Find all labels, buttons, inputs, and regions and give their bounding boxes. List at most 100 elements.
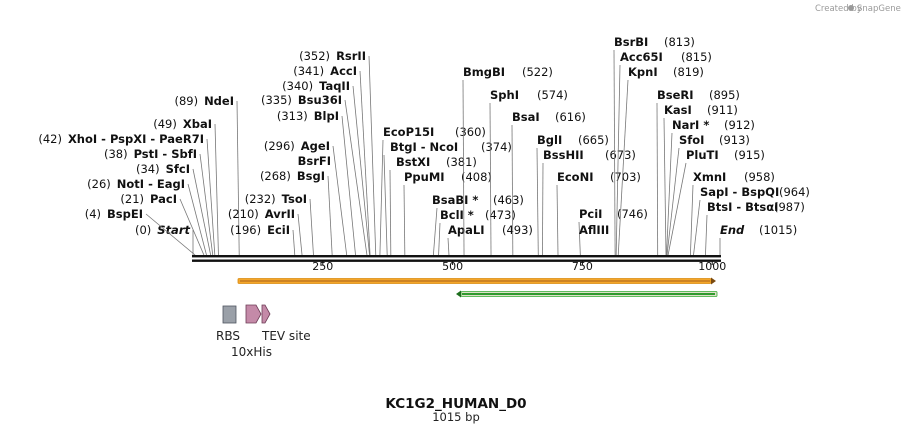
site-label[interactable]: (915): [734, 148, 765, 162]
site-label[interactable]: SapI - BspQI: [700, 185, 779, 199]
site-label[interactable]: (815): [681, 50, 712, 64]
site-label[interactable]: BstXI: [396, 155, 430, 169]
site-label[interactable]: (522): [522, 65, 553, 79]
site-label[interactable]: (1015): [759, 223, 797, 237]
site-label[interactable]: BsaBI *: [432, 193, 478, 207]
site-label[interactable]: (813): [664, 35, 695, 49]
tev-site-arrow[interactable]: [261, 304, 271, 324]
site-label[interactable]: BtgI - NcoI: [390, 140, 458, 154]
site-label[interactable]: (341) AccI: [293, 64, 357, 78]
site-label[interactable]: EcoP15I: [383, 125, 434, 139]
site-label[interactable]: (34) SfcI: [136, 162, 190, 176]
site-enzyme: Start: [157, 223, 190, 237]
rbs-label: RBS: [216, 329, 240, 343]
site-leader-line: [666, 132, 673, 256]
site-label[interactable]: (673): [605, 148, 636, 162]
site-label[interactable]: (911): [707, 103, 738, 117]
site-label[interactable]: (4) BspEI: [85, 207, 143, 221]
site-label[interactable]: (374): [481, 140, 512, 154]
site-position: (313): [277, 109, 308, 123]
site-label[interactable]: EcoNI: [557, 170, 593, 184]
credit-prefix: Created by: [815, 4, 862, 14]
site-label[interactable]: BglI: [537, 133, 562, 147]
site-label[interactable]: (340) TaqII: [282, 79, 350, 93]
site-enzyme: NotI - EagI: [117, 177, 185, 191]
site-label[interactable]: BseRI: [657, 88, 694, 102]
site-position: (26): [87, 177, 111, 191]
site-label[interactable]: AflIII: [579, 223, 609, 237]
green-feature[interactable]: [456, 290, 718, 298]
site-position: (813): [664, 35, 695, 49]
site-label[interactable]: SfoI: [679, 133, 704, 147]
site-label[interactable]: (42) XhoI - PspXI - PaeR7I: [38, 132, 204, 146]
site-label[interactable]: (352) RsrII: [299, 49, 366, 63]
site-enzyme: PpuMI: [404, 170, 445, 184]
site-enzyme: BsrFI: [298, 154, 331, 168]
site-label[interactable]: (196) EciI: [230, 223, 290, 237]
his-tag-arrow[interactable]: [245, 304, 262, 324]
site-label[interactable]: (313) BlpI: [277, 109, 339, 123]
site-label[interactable]: (574): [537, 88, 568, 102]
site-label[interactable]: (210) AvrII: [228, 207, 295, 221]
site-label[interactable]: (21) PacI: [120, 192, 177, 206]
site-position: (408): [461, 170, 492, 184]
site-label[interactable]: End: [720, 223, 745, 237]
site-label[interactable]: SphI: [490, 88, 519, 102]
axis-tick-label: 1000: [698, 260, 726, 273]
site-enzyme: AgeI: [301, 139, 330, 153]
orange-feature[interactable]: [237, 277, 716, 285]
site-enzyme: BstXI: [396, 155, 430, 169]
site-label[interactable]: (89) NdeI: [174, 94, 234, 108]
site-label[interactable]: Acc65I: [620, 50, 663, 64]
site-label[interactable]: (665): [578, 133, 609, 147]
site-label[interactable]: (616): [555, 110, 586, 124]
site-label[interactable]: (912): [724, 118, 755, 132]
site-label[interactable]: KpnI: [628, 65, 658, 79]
site-label[interactable]: (232) TsoI: [245, 192, 307, 206]
site-label[interactable]: PluTI: [686, 148, 719, 162]
site-label[interactable]: (895): [709, 88, 740, 102]
axis-tick-label: 500: [442, 260, 463, 273]
site-label[interactable]: (360): [455, 125, 486, 139]
site-label[interactable]: (473): [485, 208, 516, 222]
site-label[interactable]: PpuMI: [404, 170, 445, 184]
site-enzyme: BtgI - NcoI: [390, 140, 458, 154]
site-label[interactable]: (746): [617, 207, 648, 221]
site-label[interactable]: BsrFI: [298, 154, 331, 168]
svg-text:Created by: Created by: [815, 4, 862, 14]
site-label[interactable]: (38) PstI - SbfI: [104, 147, 197, 161]
site-label[interactable]: (381): [446, 155, 477, 169]
site-label[interactable]: (49) XbaI: [153, 117, 212, 131]
site-leader-line: [536, 147, 539, 256]
site-label[interactable]: BsrBI: [614, 35, 648, 49]
site-label[interactable]: BtsI - BtsαI: [707, 200, 778, 214]
site-leader-line: [383, 154, 388, 256]
site-label[interactable]: (296) AgeI: [264, 139, 330, 153]
orange-feature-arrowhead[interactable]: [711, 277, 716, 285]
rbs-box[interactable]: [222, 305, 237, 324]
site-label[interactable]: KasI: [664, 103, 692, 117]
site-label[interactable]: BmgBI: [463, 65, 505, 79]
site-label[interactable]: (335) Bsu36I: [261, 93, 342, 107]
site-label[interactable]: BssHII: [543, 148, 584, 162]
site-leader-line: [542, 162, 544, 256]
site-label[interactable]: (268) BsgI: [260, 169, 325, 183]
site-label[interactable]: (958): [744, 170, 775, 184]
site-label[interactable]: (26) NotI - EagI: [87, 177, 185, 191]
site-label[interactable]: (408): [461, 170, 492, 184]
site-label[interactable]: (987): [774, 200, 805, 214]
site-position: (232): [245, 192, 276, 206]
site-label[interactable]: XmnI: [693, 170, 726, 184]
site-label[interactable]: (0) Start: [135, 223, 191, 237]
site-label[interactable]: ApaLI: [448, 223, 485, 237]
site-label[interactable]: (913): [719, 133, 750, 147]
site-label[interactable]: NarI *: [672, 118, 709, 132]
site-label[interactable]: BclI *: [440, 208, 474, 222]
site-label[interactable]: (493): [502, 223, 533, 237]
site-label[interactable]: (819): [673, 65, 704, 79]
site-label[interactable]: (463): [493, 193, 524, 207]
green-feature-arrowhead[interactable]: [456, 290, 461, 298]
site-label[interactable]: (964): [779, 185, 810, 199]
site-label[interactable]: BsaI: [512, 110, 540, 124]
site-label[interactable]: PciI: [579, 207, 602, 221]
